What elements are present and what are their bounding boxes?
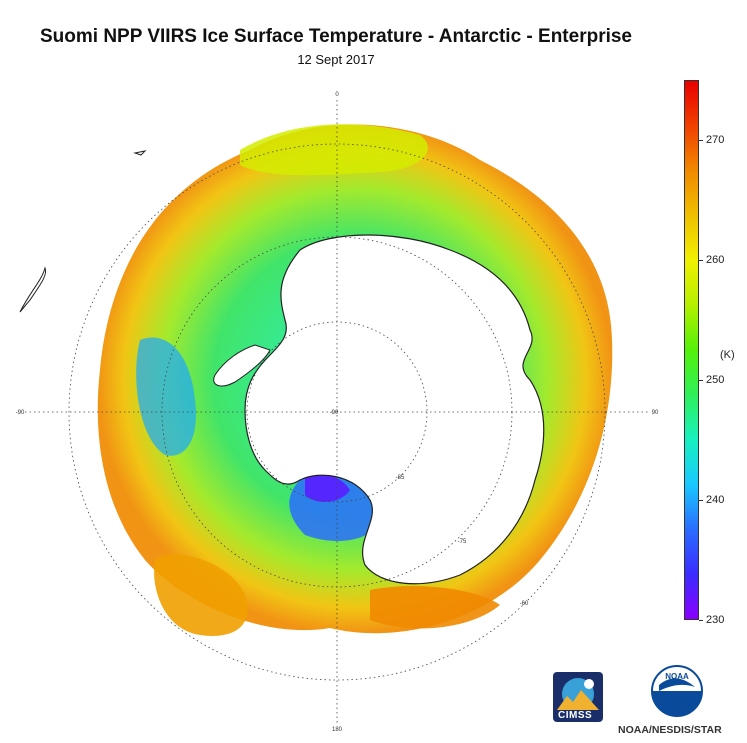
colorbar-unit: (K) <box>720 349 735 361</box>
colorbar-tickmark <box>699 260 703 261</box>
map-title: Suomi NPP VIIRS Ice Surface Temperature … <box>40 26 632 47</box>
label-lon-0: 0 <box>335 92 339 98</box>
antarctica-landmass <box>244 234 545 585</box>
cimss-logo <box>553 672 603 722</box>
label-lat-85: -85 <box>396 475 405 481</box>
map-date: 12 Sept 2017 <box>297 52 375 67</box>
colorbar-tickmark <box>699 620 703 621</box>
label-lat-90: -90 <box>330 410 339 416</box>
colorbar-tick-label: 230 <box>706 614 725 626</box>
colorbar-tickmark <box>699 380 703 381</box>
label-lat-75: -75 <box>458 539 467 545</box>
lat-circle-outer <box>68 143 606 681</box>
colorbar-tickmark <box>699 140 703 141</box>
label-lon-w90: -90 <box>16 410 25 416</box>
polar-map: 0 90 180 -90 -60 -75 -85 -90 <box>16 92 659 733</box>
temperature-colorbar <box>684 80 699 620</box>
label-lon-90: 90 <box>652 410 659 416</box>
graticule <box>25 100 650 725</box>
label-lon-180: 180 <box>332 727 343 733</box>
island-mark <box>133 150 147 156</box>
antarctic-peninsula <box>213 344 271 387</box>
colorbar-tick-label: 240 <box>706 494 725 506</box>
credit-text: NOAA/NESDIS/STAR <box>618 724 722 736</box>
noaa-logo: NOAA <box>651 665 703 717</box>
noaa-logo-text: NOAA <box>665 672 689 681</box>
colorbar-tick-label: 270 <box>706 134 725 146</box>
colorbar-tick-label: 250 <box>706 374 725 386</box>
cimss-logo-text: CIMSS <box>558 710 593 721</box>
south-america-tip <box>19 266 47 313</box>
label-lat-60: -60 <box>520 601 529 607</box>
colorbar-tickmark <box>699 500 703 501</box>
colorbar-tick-label: 260 <box>706 254 725 266</box>
